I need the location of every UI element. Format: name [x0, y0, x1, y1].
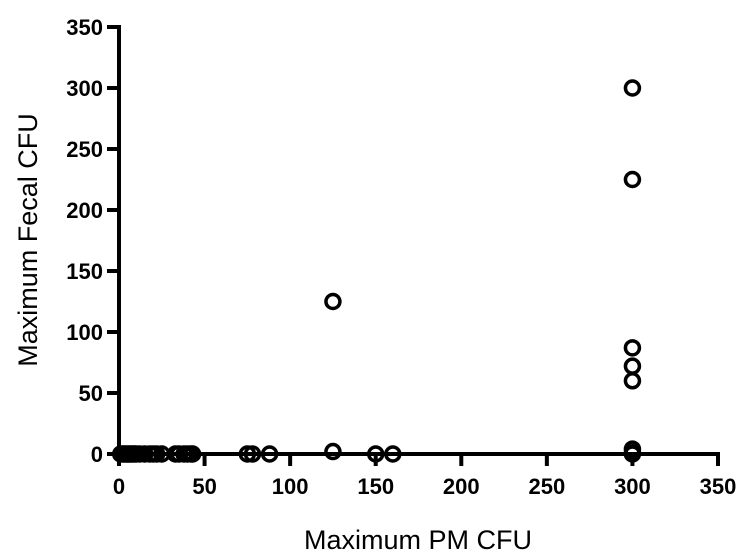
axes: [117, 25, 720, 456]
x-tick-label: 350: [700, 474, 737, 499]
data-point: [384, 445, 402, 463]
x-tick-label: 250: [528, 474, 565, 499]
y-tick-label: 200: [66, 198, 103, 223]
y-tick-label: 150: [66, 259, 103, 284]
y-axis-ticks: 0 50 100 150 200 250 300 350: [66, 15, 119, 467]
x-tick-label: 200: [443, 474, 480, 499]
x-tick-label: 0: [113, 474, 125, 499]
y-tick-label: 50: [79, 381, 103, 406]
data-point: [623, 170, 642, 189]
data-points: [111, 79, 642, 463]
data-point: [623, 445, 642, 463]
x-tick-label: 150: [357, 474, 394, 499]
data-point: [324, 292, 342, 311]
data-point: [260, 445, 279, 463]
data-point: [623, 79, 642, 97]
data-point: [183, 445, 202, 463]
data-point: [623, 357, 642, 375]
y-tick-label: 0: [91, 442, 103, 467]
y-tick-label: 300: [66, 76, 103, 101]
x-tick-label: 100: [272, 474, 309, 499]
data-point: [366, 445, 385, 463]
data-point: [324, 442, 342, 461]
y-tick-label: 250: [66, 137, 103, 162]
x-tick-label: 50: [192, 474, 216, 499]
y-axis-title: Maximum Fecal CFU: [13, 113, 43, 367]
y-tick-label: 100: [66, 320, 103, 345]
x-axis-title: Maximum PM CFU: [304, 525, 532, 555]
x-axis-ticks: 0 50 100 150 200 250 300 350: [113, 454, 736, 499]
data-point: [243, 445, 262, 463]
data-point: [623, 339, 642, 357]
data-point: [623, 372, 642, 390]
x-tick-label: 300: [614, 474, 651, 499]
y-tick-label: 350: [66, 15, 103, 40]
